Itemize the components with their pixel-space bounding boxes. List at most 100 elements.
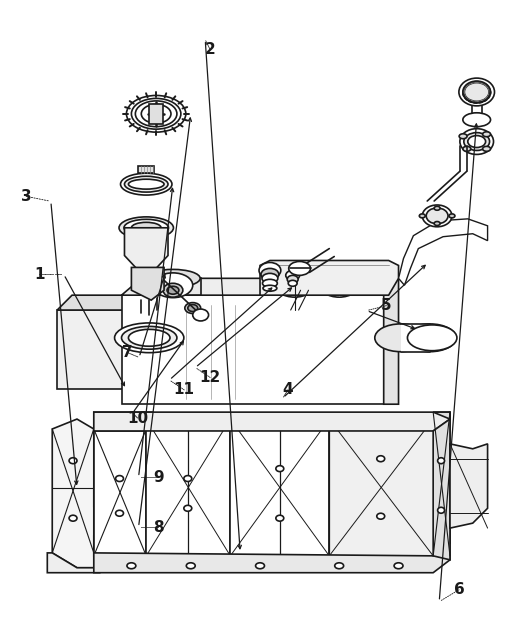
Ellipse shape — [276, 515, 284, 521]
Polygon shape — [94, 476, 450, 507]
Ellipse shape — [263, 279, 277, 287]
Ellipse shape — [463, 146, 471, 151]
Polygon shape — [433, 412, 450, 560]
Polygon shape — [94, 412, 450, 431]
Ellipse shape — [163, 284, 183, 297]
Ellipse shape — [276, 466, 284, 472]
Ellipse shape — [377, 455, 385, 462]
Ellipse shape — [468, 135, 486, 147]
Ellipse shape — [121, 173, 172, 195]
Ellipse shape — [128, 329, 170, 346]
Ellipse shape — [128, 179, 164, 189]
Ellipse shape — [459, 78, 495, 106]
Ellipse shape — [288, 278, 302, 289]
Ellipse shape — [125, 176, 168, 192]
Polygon shape — [57, 310, 132, 389]
Ellipse shape — [146, 270, 200, 287]
Polygon shape — [94, 412, 159, 431]
Text: 5: 5 — [381, 298, 392, 313]
Text: 12: 12 — [200, 370, 221, 385]
Ellipse shape — [119, 217, 173, 239]
Ellipse shape — [394, 563, 403, 569]
Ellipse shape — [132, 222, 161, 233]
Ellipse shape — [141, 105, 171, 123]
Text: 4: 4 — [282, 382, 293, 398]
Ellipse shape — [426, 208, 448, 224]
Ellipse shape — [335, 563, 344, 569]
Polygon shape — [138, 166, 154, 173]
Ellipse shape — [69, 458, 77, 464]
Ellipse shape — [319, 270, 360, 297]
Ellipse shape — [263, 285, 277, 291]
Ellipse shape — [193, 309, 209, 321]
Ellipse shape — [288, 280, 297, 286]
Text: 11: 11 — [174, 382, 195, 398]
Ellipse shape — [184, 476, 192, 481]
Ellipse shape — [116, 510, 124, 516]
Ellipse shape — [464, 133, 489, 151]
Text: 6: 6 — [454, 582, 464, 597]
Polygon shape — [399, 219, 488, 285]
Polygon shape — [122, 278, 399, 295]
Ellipse shape — [463, 113, 490, 127]
Ellipse shape — [256, 563, 265, 569]
Ellipse shape — [375, 324, 426, 352]
Bar — [400, 324, 430, 352]
Ellipse shape — [262, 273, 278, 284]
Ellipse shape — [286, 270, 300, 280]
Bar — [149, 104, 163, 123]
Text: 9: 9 — [153, 470, 163, 485]
Ellipse shape — [153, 273, 193, 297]
Ellipse shape — [434, 222, 440, 226]
Polygon shape — [384, 278, 399, 404]
Polygon shape — [260, 260, 399, 295]
Ellipse shape — [122, 326, 177, 349]
Polygon shape — [94, 429, 146, 556]
Polygon shape — [125, 228, 168, 270]
Ellipse shape — [115, 323, 184, 353]
Ellipse shape — [184, 505, 192, 512]
Ellipse shape — [460, 129, 494, 154]
Ellipse shape — [188, 304, 198, 311]
Text: 8: 8 — [153, 520, 163, 535]
Ellipse shape — [116, 476, 124, 481]
Ellipse shape — [459, 134, 467, 139]
Ellipse shape — [132, 98, 181, 129]
Ellipse shape — [124, 219, 169, 236]
Polygon shape — [57, 295, 146, 310]
Text: 7: 7 — [122, 345, 133, 360]
Ellipse shape — [185, 302, 201, 314]
Ellipse shape — [434, 206, 440, 210]
Text: 1: 1 — [34, 267, 45, 282]
Polygon shape — [94, 543, 450, 573]
Polygon shape — [132, 267, 164, 300]
Polygon shape — [146, 278, 201, 295]
Ellipse shape — [127, 563, 136, 569]
Ellipse shape — [261, 268, 279, 280]
Polygon shape — [132, 295, 146, 389]
Ellipse shape — [419, 214, 425, 218]
Polygon shape — [329, 412, 450, 556]
Ellipse shape — [408, 325, 457, 351]
Ellipse shape — [324, 273, 354, 293]
Polygon shape — [94, 523, 450, 556]
Ellipse shape — [69, 515, 77, 521]
Ellipse shape — [332, 278, 346, 289]
Ellipse shape — [449, 214, 455, 218]
Ellipse shape — [289, 261, 311, 275]
Ellipse shape — [280, 273, 310, 293]
Text: 3: 3 — [21, 189, 31, 204]
Ellipse shape — [438, 458, 444, 464]
Polygon shape — [47, 553, 100, 573]
Ellipse shape — [483, 146, 490, 151]
Ellipse shape — [377, 513, 385, 519]
Polygon shape — [52, 419, 94, 568]
Polygon shape — [122, 295, 384, 404]
Ellipse shape — [274, 270, 315, 297]
Ellipse shape — [463, 81, 490, 103]
Ellipse shape — [438, 507, 444, 513]
Polygon shape — [146, 419, 231, 556]
Text: 2: 2 — [205, 42, 215, 57]
Polygon shape — [231, 419, 329, 556]
Ellipse shape — [187, 563, 195, 569]
